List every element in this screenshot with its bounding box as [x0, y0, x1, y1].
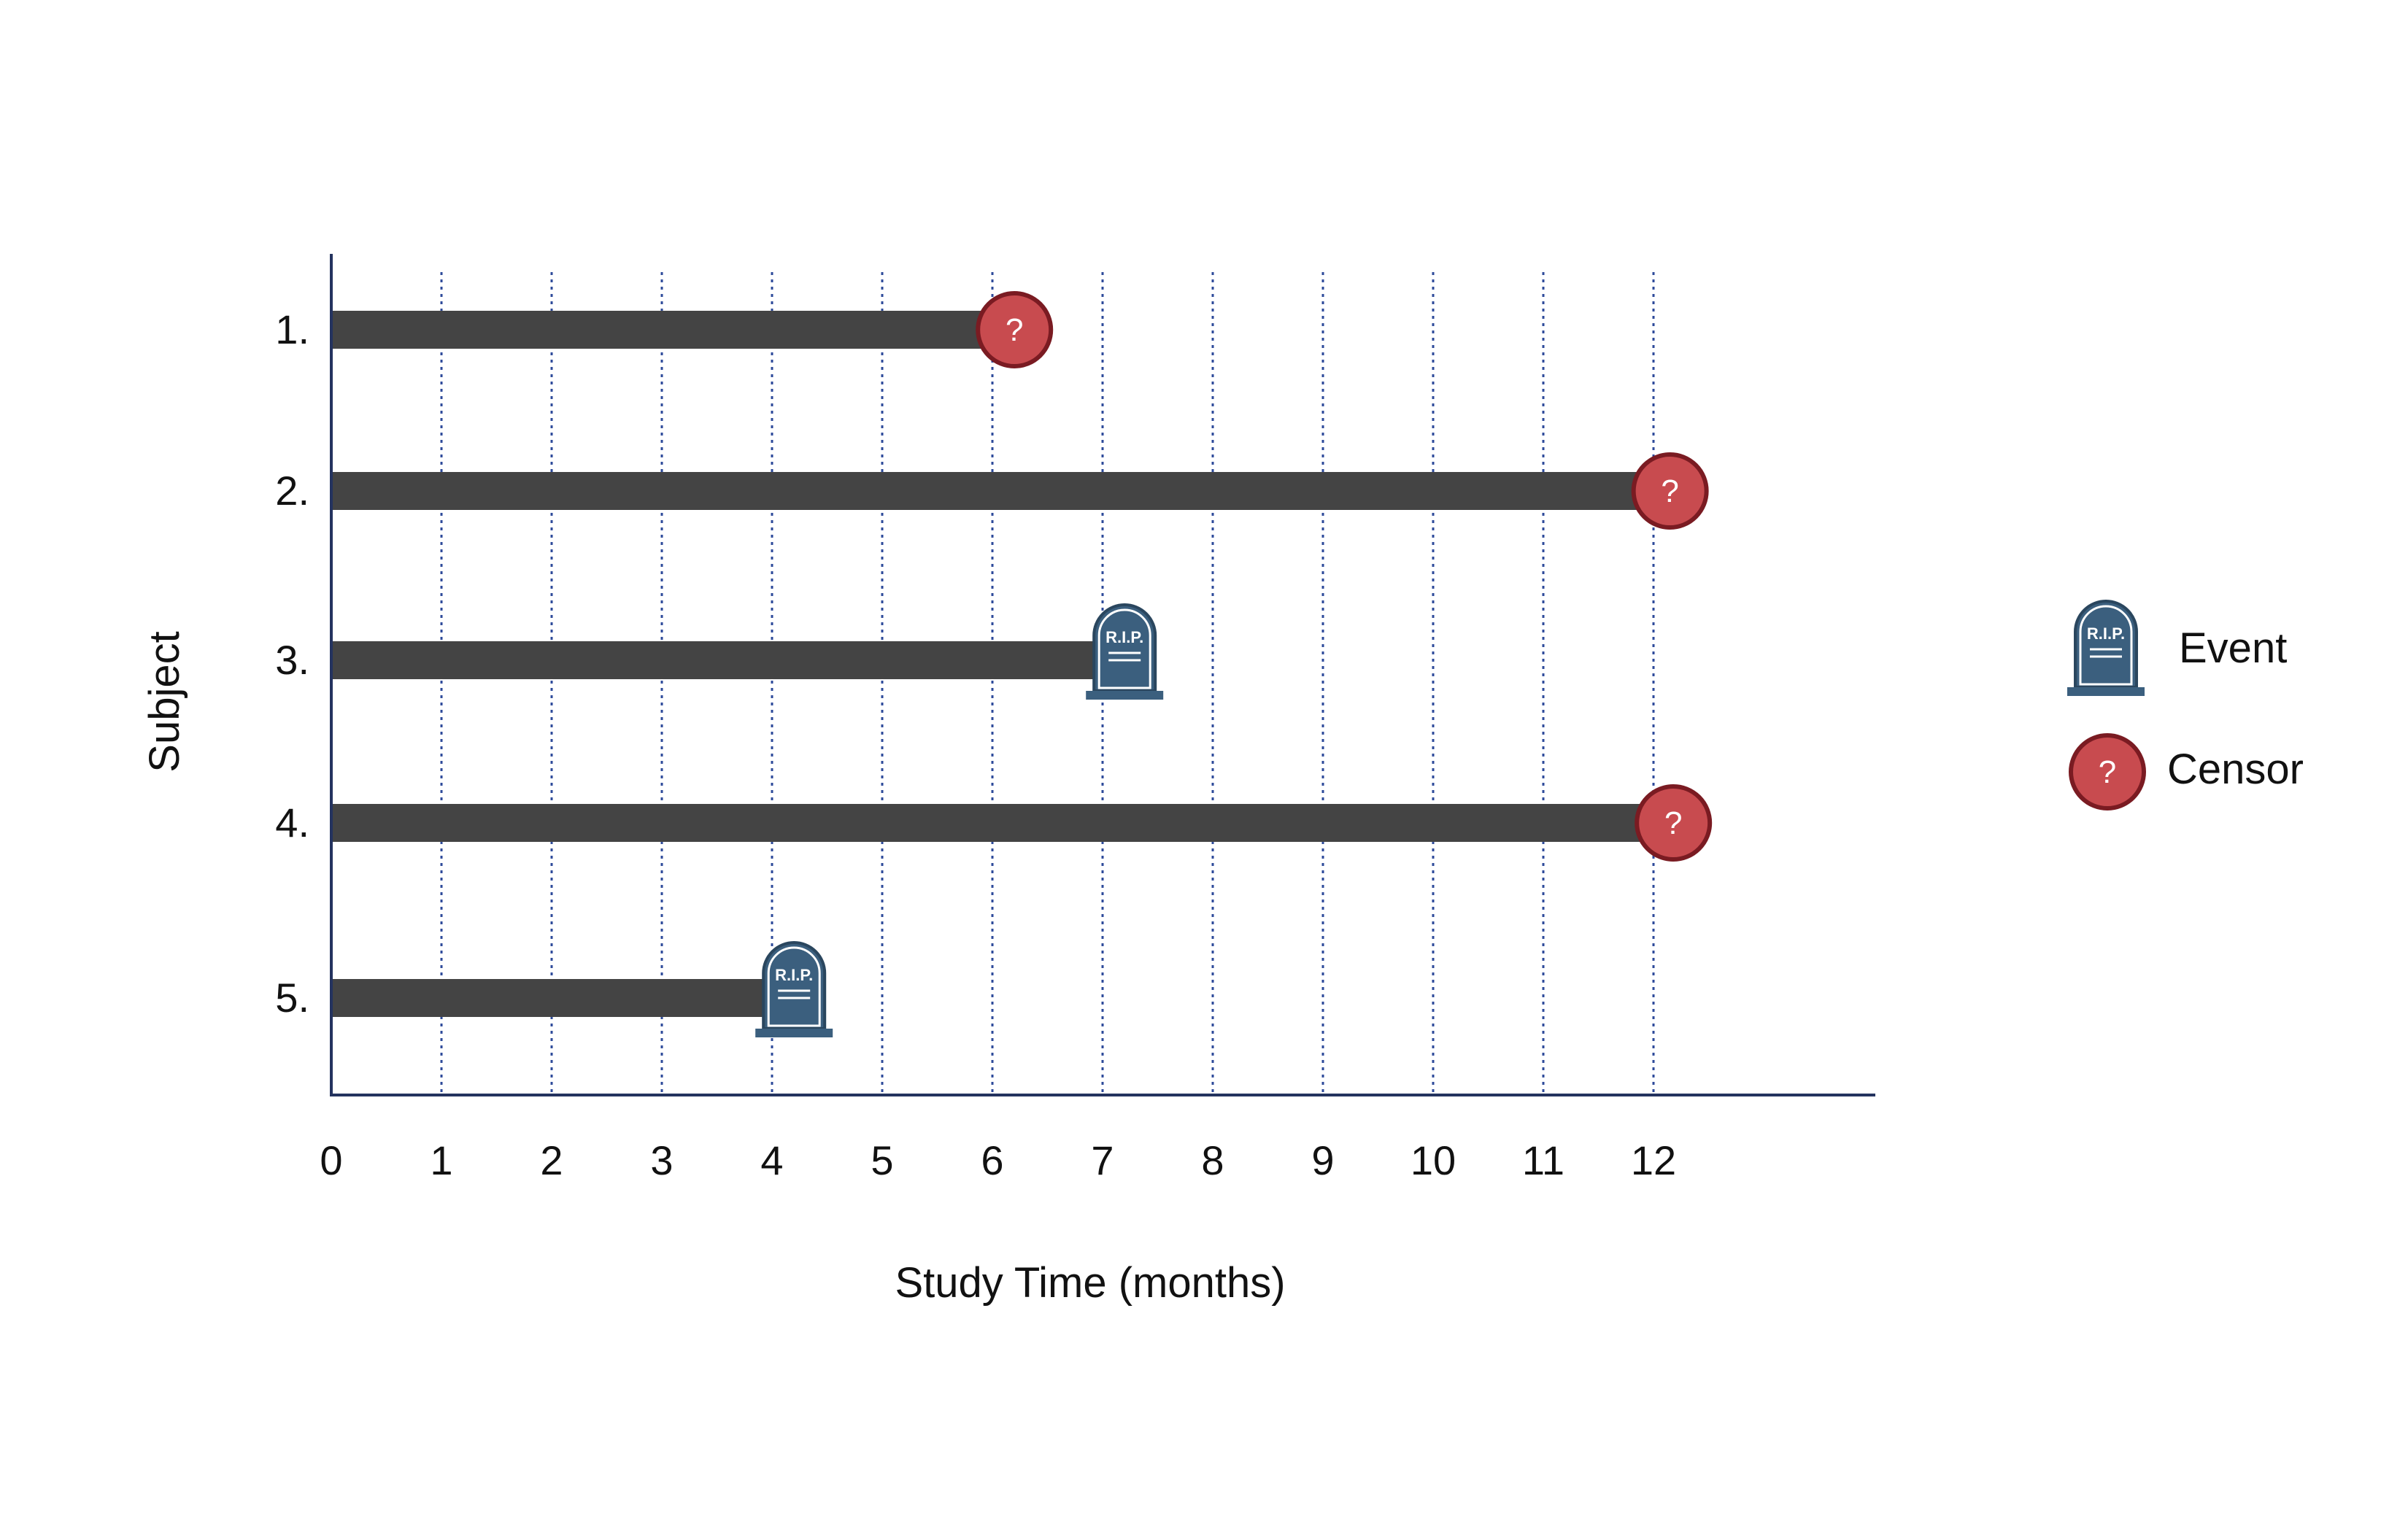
tombstone-text: R.I.P. — [775, 966, 813, 984]
y-axis-label: Subject — [141, 631, 188, 772]
censor-marker-icon: ? — [1635, 784, 1713, 862]
question-circle-icon: ? — [2069, 733, 2146, 811]
tombstone-text: R.I.P. — [1105, 628, 1143, 646]
legend-censor-icon: ? — [2069, 733, 2146, 811]
subject-bar — [331, 641, 1118, 679]
legend-censor-label: Censor — [2167, 746, 2304, 793]
subject-bar — [331, 311, 1000, 349]
x-tick-label: 9 — [1311, 1137, 1334, 1183]
outcome-markers: ?? R.I.P.? R.I.P. — [755, 291, 1713, 1037]
censor-symbol: ? — [1664, 805, 1682, 841]
legend: R.I.P. Event ? Censor — [2067, 600, 2304, 811]
x-tick-label: 12 — [1631, 1137, 1676, 1183]
x-tick-label: 8 — [1201, 1137, 1224, 1183]
tombstone-icon: R.I.P. — [2067, 600, 2145, 696]
event-tombstone-icon: R.I.P. — [755, 941, 833, 1037]
censor-symbol: ? — [1661, 473, 1678, 509]
x-tick-label: 5 — [871, 1137, 893, 1183]
censor-marker-icon: ? — [976, 291, 1054, 368]
subject-label: 4. — [275, 800, 309, 846]
x-tick-label: 6 — [981, 1137, 1003, 1183]
x-tick-label: 2 — [540, 1137, 563, 1183]
x-tick-labels: 0 1 2 3 4 5 6 7 8 9 10 11 12 — [320, 1137, 1676, 1183]
x-tick-label: 0 — [320, 1137, 342, 1183]
subject-label: 2. — [275, 468, 309, 514]
censor-marker-icon: ? — [1631, 452, 1709, 530]
subject-bar — [331, 472, 1656, 510]
censor-symbol: ? — [1006, 312, 1023, 348]
censor-symbol: ? — [2099, 754, 2116, 790]
x-tick-label: 3 — [650, 1137, 673, 1183]
x-tick-label: 11 — [1522, 1137, 1564, 1183]
subject-label: 1. — [275, 306, 309, 352]
x-tick-label: 10 — [1411, 1137, 1456, 1183]
grid-lines — [440, 272, 1655, 1094]
subject-bars — [331, 311, 1659, 1017]
subject-label: 5. — [275, 975, 309, 1021]
subject-labels: 1. 2. 3. 4. 5. — [275, 306, 309, 1021]
tombstone-text: R.I.P. — [2087, 624, 2125, 643]
legend-event-label: Event — [2179, 624, 2287, 672]
subject-bar — [331, 804, 1659, 842]
legend-event-tombstone-icon: R.I.P. — [2067, 600, 2145, 696]
axes — [330, 254, 1875, 1096]
axis-lines — [330, 254, 1875, 1096]
event-tombstone-icon: R.I.P. — [1086, 603, 1164, 700]
subject-bar — [331, 979, 787, 1017]
x-tick-label: 4 — [760, 1137, 783, 1183]
x-tick-label: 7 — [1091, 1137, 1114, 1183]
x-tick-label: 1 — [430, 1137, 452, 1183]
x-axis-label: Study Time (months) — [895, 1259, 1285, 1307]
subject-label: 3. — [275, 637, 309, 683]
